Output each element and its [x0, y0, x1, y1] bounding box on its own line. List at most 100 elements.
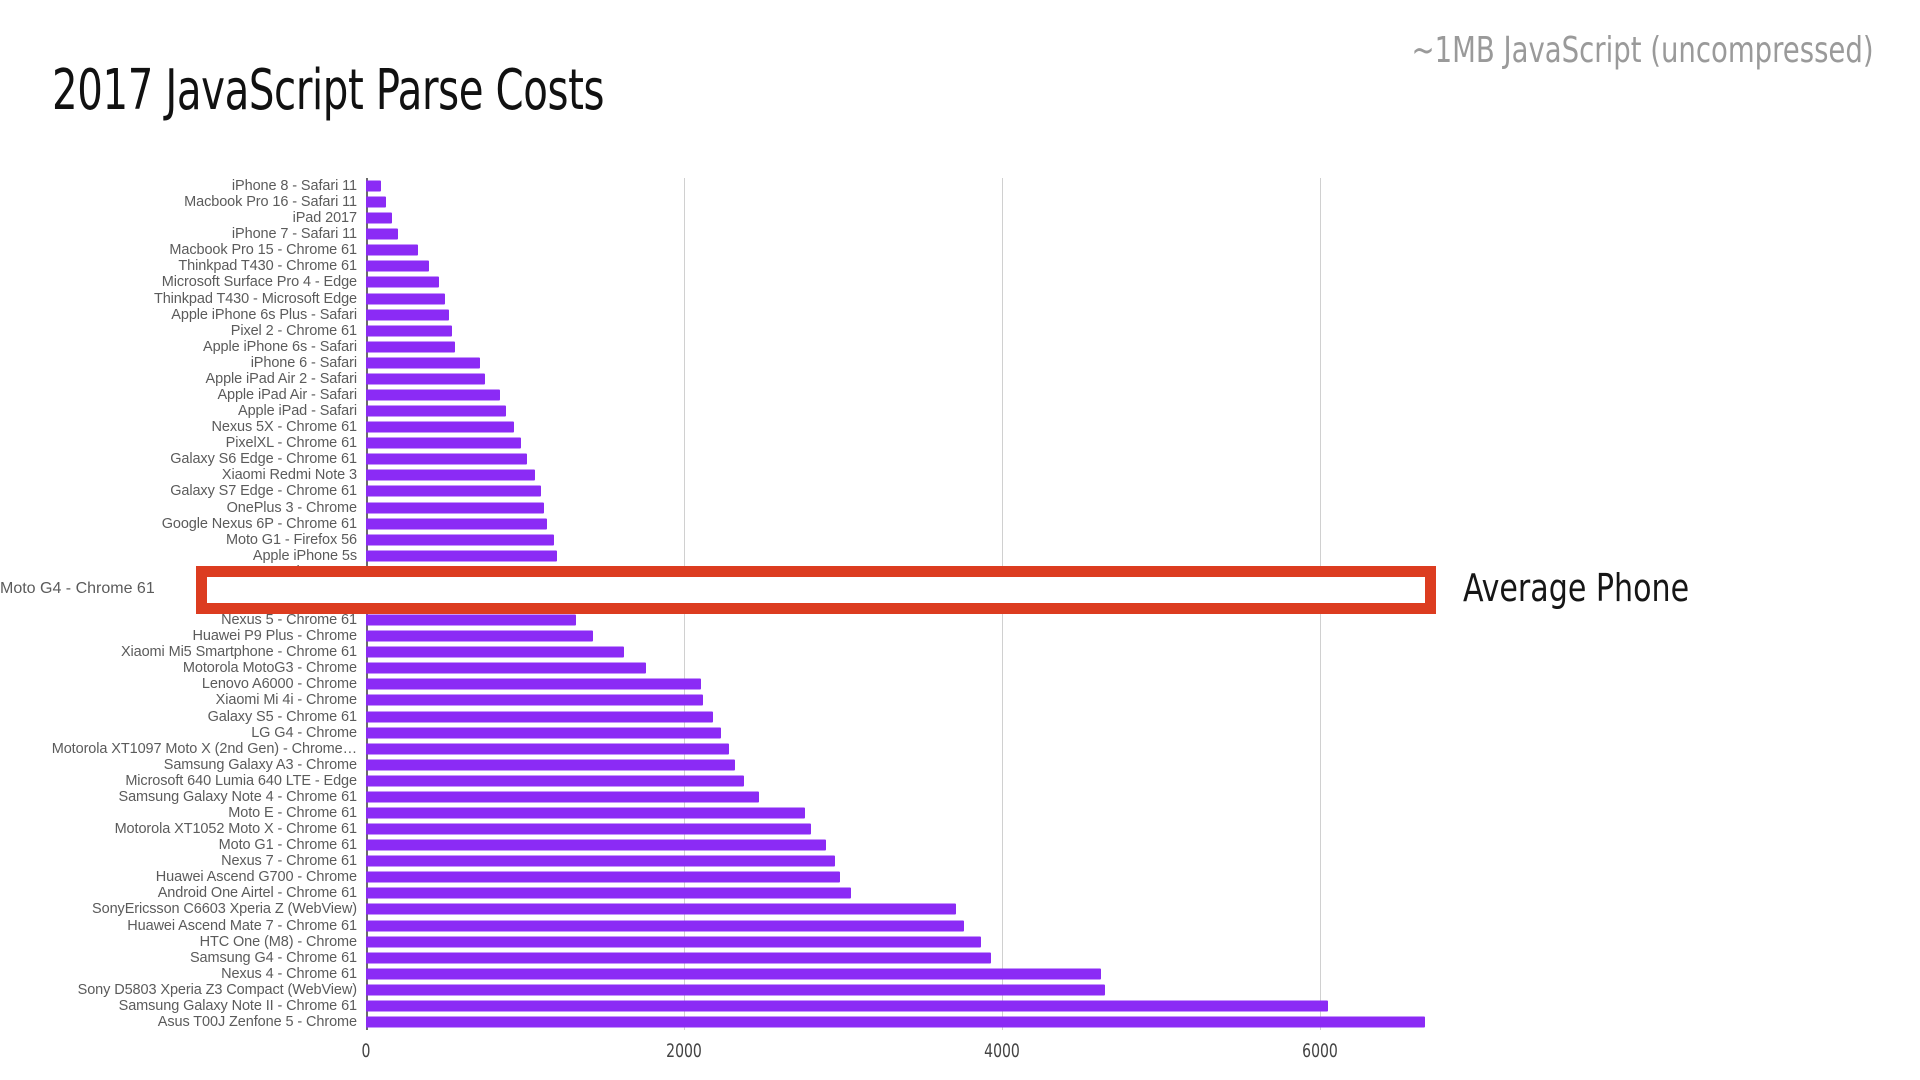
y-axis-tick-label: Samsung Galaxy Note II - Chrome 61 — [118, 997, 357, 1014]
chart-row: Nexus 7 - Chrome 61 — [0, 853, 1920, 869]
chart-row: Apple iPhone 5s — [0, 548, 1920, 564]
bar — [366, 791, 759, 803]
y-axis-tick-label: LG G4 - Chrome — [251, 724, 357, 741]
chart-row: Samsung Galaxy Note II - Chrome 61 — [0, 998, 1920, 1014]
bar — [366, 662, 646, 674]
bar — [366, 212, 393, 224]
y-axis-tick-label: Samsung G4 - Chrome 61 — [189, 949, 357, 966]
y-axis-tick-label: HTC One (M8) - Chrome — [199, 933, 358, 950]
bar — [366, 694, 704, 706]
bar — [366, 534, 554, 546]
bar — [366, 485, 541, 497]
y-axis-tick-label: Huawei Ascend G700 - Chrome — [155, 869, 357, 886]
bar — [366, 775, 745, 787]
chart-row: Microsoft Surface Pro 4 - Edge — [0, 274, 1920, 290]
bar — [366, 743, 729, 755]
y-axis-tick-label: Macbook Pro 15 - Chrome 61 — [169, 242, 357, 259]
y-axis-tick-label: Pixel 2 - Chrome 61 — [230, 322, 357, 339]
chart-row: Nexus 4 - Chrome 61 — [0, 966, 1920, 982]
y-axis-tick-label: OnePlus 3 - Chrome — [226, 499, 357, 516]
chart-row: HTC One (M8) - Chrome — [0, 934, 1920, 950]
y-axis-tick-label: Apple iPad Air - Safari — [217, 386, 357, 403]
chart-row: Galaxy S5 - Chrome 61 — [0, 708, 1920, 724]
chart-row: Apple iPad Air - Safari — [0, 387, 1920, 403]
bar — [366, 952, 991, 964]
y-axis-tick-label: Nexus 5X - Chrome 61 — [211, 418, 358, 435]
bar — [366, 678, 702, 690]
chart-row: Xiaomi Redmi Note 3 — [0, 467, 1920, 483]
bar — [366, 357, 481, 369]
y-axis-tick-label: Nexus 4 - Chrome 61 — [221, 965, 357, 982]
x-axis-tick-label: 2000 — [666, 1040, 702, 1062]
y-axis-tick-label: Nexus 5 - Chrome 61 — [221, 611, 357, 628]
y-axis-tick-label: Moto G1 - Chrome 61 — [218, 836, 357, 853]
chart-row: Motorola XT1052 Moto X - Chrome 61 — [0, 821, 1920, 837]
y-axis-tick-label: Apple iPad - Safari — [238, 402, 357, 419]
bar — [366, 309, 449, 321]
chart-row: Galaxy S6 Edge - Chrome 61 — [0, 451, 1920, 467]
parse-cost-bar-chart: iPhone 8 - Safari 11 Macbook Pro 16 - Saf… — [0, 178, 1920, 1062]
highlighted-chart-row: Moto G4 - Chrome 61 — [0, 579, 1920, 597]
chart-row: Samsung Galaxy Note 4 - Chrome 61 — [0, 789, 1920, 805]
bar — [366, 968, 1101, 980]
bar — [366, 518, 548, 530]
bar — [366, 260, 429, 272]
y-axis-tick-label: Nexus 7 - Chrome 61 — [221, 852, 357, 869]
bar — [366, 196, 386, 208]
y-axis-tick-label: Huawei Ascend Mate 7 - Chrome 61 — [127, 917, 357, 934]
chart-row: Thinkpad T430 - Microsoft Edge — [0, 291, 1920, 307]
y-axis-tick-label: Motorola XT1052 Moto X - Chrome 61 — [114, 820, 358, 837]
bar — [366, 646, 624, 658]
y-axis-tick-label: Apple iPad Air 2 - Safari — [205, 370, 358, 387]
bar — [366, 276, 440, 288]
y-axis-tick-label: Lenovo A6000 - Chrome — [201, 676, 357, 693]
y-axis-tick-label: Microsoft 640 Lumia 640 LTE - Edge — [125, 772, 357, 789]
plot-area: iPhone 8 - Safari 11 Macbook Pro 16 - Saf… — [0, 178, 1920, 1030]
x-axis-tick-label: 0 — [361, 1040, 371, 1062]
chart-row: PixelXL - Chrome 61 — [0, 435, 1920, 451]
bar — [366, 807, 805, 819]
bar — [366, 373, 486, 385]
bar — [366, 630, 594, 642]
highlight-row-mask — [207, 576, 1425, 603]
y-axis-tick-label: Macbook Pro 16 - Safari 11 — [184, 193, 357, 210]
chart-row: Macbook Pro 16 - Safari 11 — [0, 194, 1920, 210]
chart-row: Nexus 5X - Chrome 61 — [0, 419, 1920, 435]
chart-row: Macbook Pro 15 - Chrome 61 — [0, 242, 1920, 258]
chart-row: Xiaomi Mi 4i - Chrome — [0, 692, 1920, 708]
bar — [366, 614, 576, 626]
chart-row: Samsung Galaxy A3 - Chrome — [0, 757, 1920, 773]
chart-row: Thinkpad T430 - Chrome 61 — [0, 258, 1920, 274]
chart-row: iPad 2017 — [0, 210, 1920, 226]
chart-row: Nexus 5 - Chrome 61 — [0, 612, 1920, 628]
chart-row: iPhone 6 - Safari — [0, 355, 1920, 371]
y-axis-tick-label: iPad 2017 — [292, 209, 358, 226]
bar — [366, 405, 506, 417]
x-axis-tick-label: 6000 — [1302, 1040, 1338, 1062]
bar — [366, 566, 562, 578]
y-axis-tick-label: Motorola XT1097 Moto X (2nd Gen) - Chrom… — [51, 740, 357, 757]
bar — [366, 180, 382, 192]
chart-row: LG G4 - Chrome — [0, 725, 1920, 741]
y-axis-tick-label: Motorola MotoG3 - Chrome — [182, 660, 357, 677]
chart-row: Apple iPhone 6s - Safari — [0, 339, 1920, 355]
y-axis-tick-label: Sony D5803 Xperia Z3 Compact (WebView) — [77, 981, 357, 998]
chart-row: Moto G1 - Chrome 61 — [0, 837, 1920, 853]
bar — [366, 1000, 1328, 1012]
chart-row: OnePlus 3 - Chrome — [0, 500, 1920, 516]
y-axis-tick-label: Galaxy S5 - Chrome 61 — [207, 708, 358, 725]
y-axis-tick-label: Galaxy S7 Edge - Chrome 61 — [170, 483, 357, 500]
y-axis-tick-label: Apple iPhone 6s - Safari — [203, 338, 357, 355]
chart-row: iPhone 8 - Safari 11 — [0, 178, 1920, 194]
y-axis-tick-label: iPhone 8 - Safari 11 — [231, 177, 357, 194]
chart-row: Huawei P9 Plus - Chrome — [0, 628, 1920, 644]
chart-row: Google Nexus 6P - Chrome 61 — [0, 516, 1920, 532]
chart-row: Asus T00J Zenfone 5 - Chrome — [0, 1014, 1920, 1030]
y-axis-tick-label: Thinkpad T430 - Microsoft Edge — [153, 290, 357, 307]
y-axis-tick-label: Apple iPhone 5s — [252, 547, 357, 564]
highlighted-row-label: Moto G4 - Chrome 61 — [0, 579, 155, 597]
chart-row: Lenovo A6000 - Chrome — [0, 676, 1920, 692]
bar — [366, 1016, 1425, 1028]
bar — [366, 502, 545, 514]
